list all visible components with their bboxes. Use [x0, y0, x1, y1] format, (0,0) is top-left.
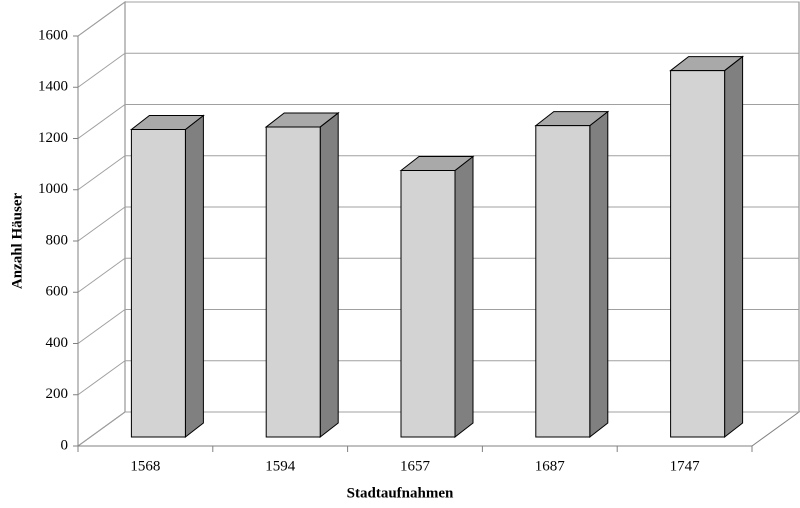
- grid-line: [77, 309, 126, 344]
- grid-line: [77, 206, 126, 242]
- y-tick-label: 600: [46, 284, 69, 300]
- x-tick-label: 1657: [400, 458, 431, 474]
- bar-front: [400, 170, 456, 438]
- x-axis-title: Stadtaufnahmen: [347, 485, 454, 501]
- x-tick-label: 1747: [670, 458, 701, 474]
- grid-line: [77, 104, 126, 139]
- grid-line: [77, 257, 126, 293]
- grid-line: [77, 155, 126, 191]
- bar: [129, 114, 205, 439]
- bar-front: [130, 129, 186, 438]
- bar-front: [670, 70, 726, 438]
- grid-line: [77, 52, 126, 88]
- bar-front: [265, 126, 321, 438]
- y-tick-label: 1400: [38, 79, 68, 95]
- bar: [669, 55, 745, 439]
- bar-side: [724, 55, 744, 439]
- y-tick-label: 400: [46, 335, 69, 351]
- bar-side: [319, 111, 339, 439]
- bar-front: [535, 125, 591, 438]
- y-tick-label: 1600: [38, 27, 68, 43]
- y-axis-title: Anzahl Häuser: [9, 193, 25, 290]
- bar: [534, 110, 610, 439]
- grid-line: [77, 360, 126, 396]
- grid-line: [77, 1, 126, 37]
- bar: [264, 111, 340, 439]
- bar: [399, 155, 475, 439]
- y-tick-label: 200: [46, 386, 69, 402]
- y-tick-label: 1200: [38, 130, 68, 146]
- x-tick-label: 1687: [535, 458, 566, 474]
- x-tick-label: 1568: [130, 458, 160, 474]
- y-tick-label: 800: [46, 232, 69, 248]
- bar-side: [454, 155, 474, 439]
- bar-side: [589, 110, 609, 439]
- bar-side: [184, 114, 204, 439]
- y-tick-label: 1000: [38, 181, 68, 197]
- x-tick-label: 1594: [265, 458, 296, 474]
- y-tick-label: 0: [61, 437, 69, 453]
- grid-line: [77, 411, 126, 447]
